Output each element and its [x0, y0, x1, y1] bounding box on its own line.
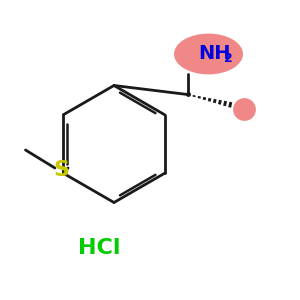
Text: HCl: HCl	[78, 238, 120, 257]
Text: S: S	[53, 160, 70, 179]
Text: 2: 2	[224, 52, 233, 65]
Circle shape	[233, 98, 256, 121]
Ellipse shape	[174, 34, 243, 74]
Text: NH: NH	[198, 44, 230, 63]
